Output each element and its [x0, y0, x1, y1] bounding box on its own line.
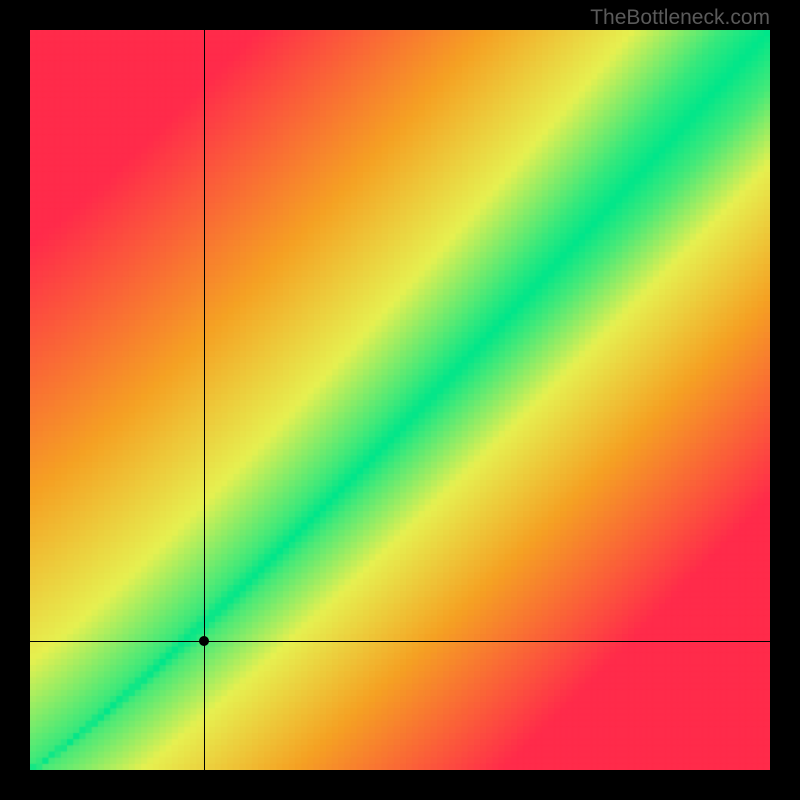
heatmap-plot — [30, 30, 770, 770]
crosshair-vertical — [204, 30, 205, 770]
watermark-text: TheBottleneck.com — [590, 6, 770, 30]
heatmap-canvas — [30, 30, 770, 770]
selected-point-marker — [199, 636, 209, 646]
crosshair-horizontal — [30, 641, 770, 642]
